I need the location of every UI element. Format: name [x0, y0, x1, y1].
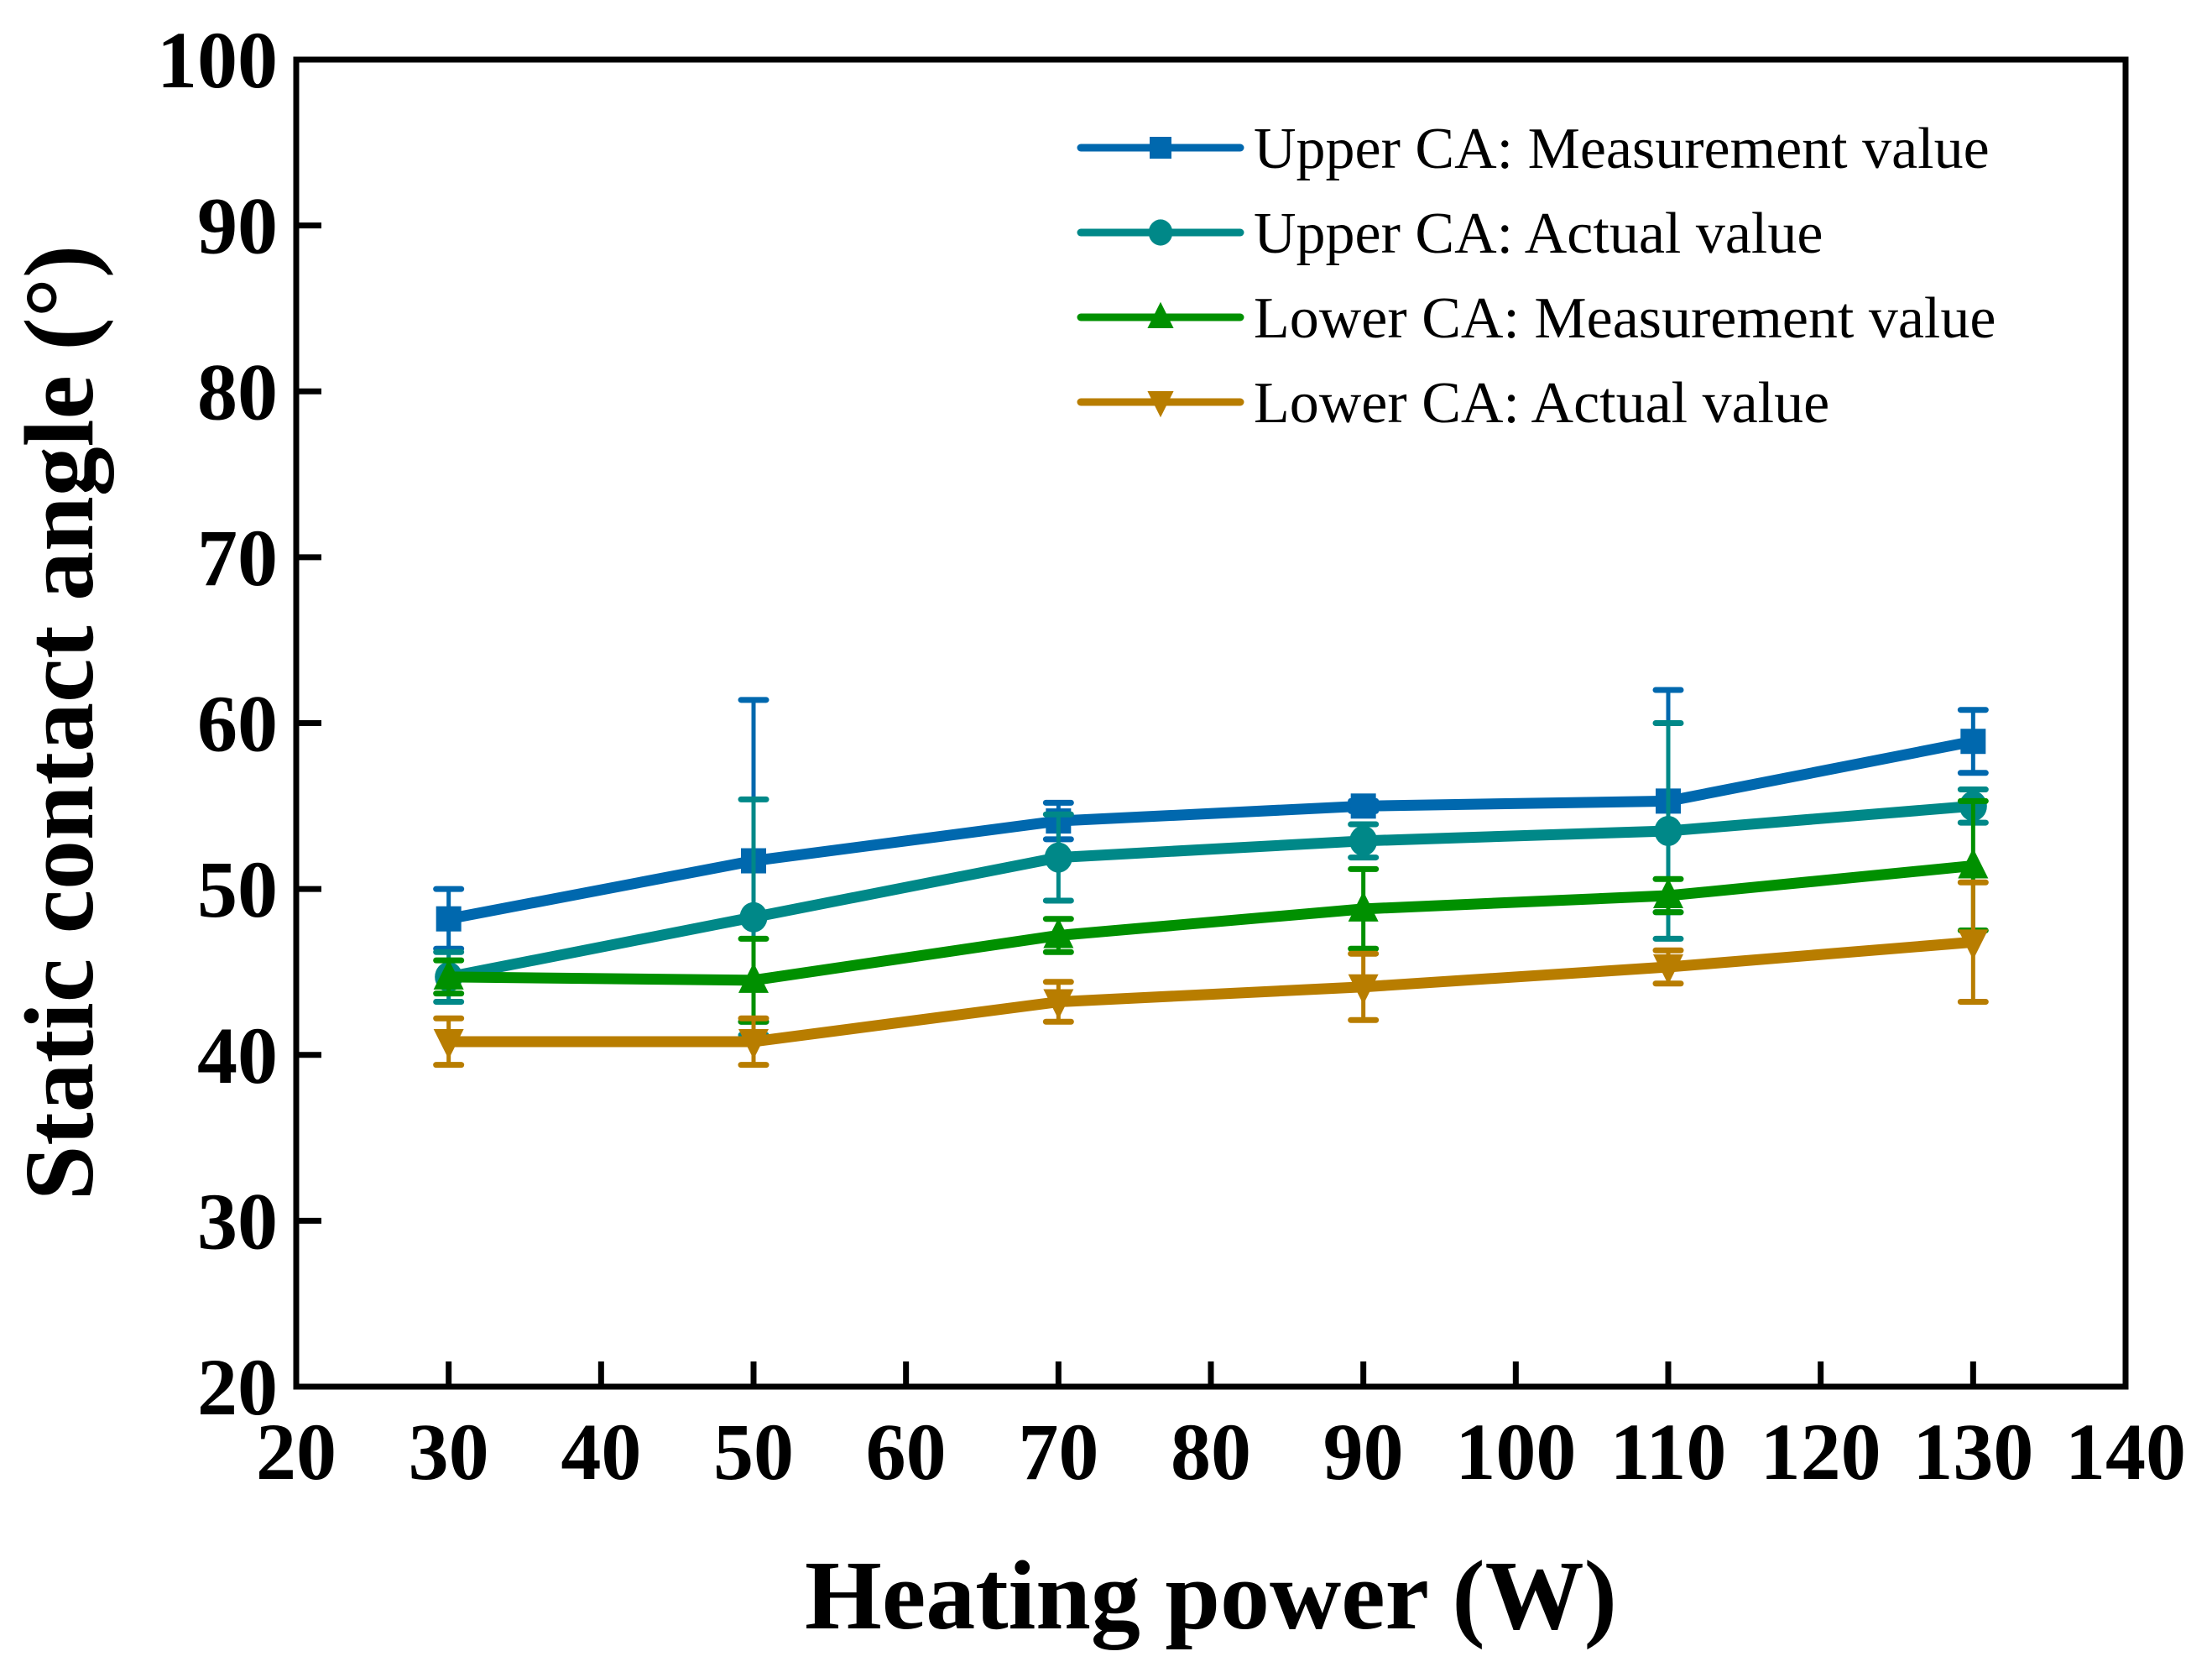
series-line — [443, 936, 1979, 1048]
series-triangle-down — [433, 879, 1989, 1069]
axis-ticks: 20 30 40 50 60 70 80 90 100 110 120 130 140 20 30 40 50 6… — [157, 15, 2186, 1497]
y-tick-label: 90 — [197, 181, 278, 271]
triangle-up-marker — [1147, 301, 1174, 328]
legend-label: Upper CA: Actual value — [1254, 201, 1823, 266]
legend-item: Lower CA: Actual value — [1077, 371, 1829, 436]
legend-item: Lower CA: Measurement value — [1077, 286, 1995, 351]
x-tick-label: 50 — [713, 1407, 794, 1497]
x-tick-label: 120 — [1761, 1407, 1881, 1497]
series-triangle-up — [433, 797, 1989, 1025]
x-tick-label: 80 — [1171, 1407, 1251, 1497]
legend-label: Lower CA: Measurement value — [1254, 286, 1995, 351]
triangle-down-marker — [1653, 954, 1683, 985]
triangle-down-marker — [1147, 391, 1174, 418]
triangle-up-marker — [1348, 891, 1379, 922]
x-tick-label: 60 — [866, 1407, 947, 1497]
x-tick-label: 140 — [2065, 1407, 2186, 1497]
square-marker — [1150, 137, 1171, 159]
series-layer — [433, 687, 1989, 1069]
y-tick-label: 100 — [157, 15, 278, 105]
y-tick-label: 30 — [197, 1176, 278, 1266]
square-marker — [1960, 729, 1986, 755]
legend-label: Lower CA: Actual value — [1254, 371, 1829, 436]
x-tick-label: 30 — [409, 1407, 489, 1497]
y-tick-label: 40 — [197, 1011, 278, 1100]
series-square — [433, 687, 1989, 1025]
triangle-up-marker — [1043, 917, 1074, 948]
circle-marker — [1349, 825, 1378, 856]
legend-label: Upper CA: Measurement value — [1254, 117, 1990, 181]
triangle-down-marker — [1348, 974, 1379, 1005]
y-tick-label: 50 — [197, 844, 278, 934]
x-tick-label: 40 — [561, 1407, 641, 1497]
triangle-up-marker — [1653, 878, 1683, 909]
x-tick-label: 110 — [1610, 1407, 1727, 1497]
y-tick-label: 70 — [197, 513, 278, 603]
square-marker — [1350, 793, 1376, 819]
legend: Upper CA: Measurement value Upper CA: Act… — [1077, 117, 1995, 436]
circle-marker — [1148, 219, 1173, 246]
triangle-up-marker — [1958, 848, 1989, 879]
x-tick-label: 70 — [1018, 1407, 1098, 1497]
circle-marker — [739, 901, 768, 933]
circle-marker — [1654, 815, 1682, 846]
legend-item: Upper CA: Measurement value — [1077, 117, 1990, 181]
y-tick-label: 20 — [197, 1342, 278, 1432]
x-axis-title: Heating power (W) — [805, 1540, 1617, 1650]
triangle-up-marker — [738, 962, 769, 993]
triangle-down-marker — [738, 1028, 769, 1059]
x-tick-label: 90 — [1323, 1407, 1404, 1497]
plot-frame — [293, 56, 2129, 1390]
y-tick-label: 60 — [197, 679, 278, 769]
series-line — [443, 860, 1979, 986]
triangle-down-marker — [1043, 989, 1074, 1020]
y-tick-label: 80 — [197, 347, 278, 436]
triangle-down-marker — [433, 1028, 464, 1059]
x-tick-label: 100 — [1455, 1407, 1576, 1497]
triangle-up-marker — [433, 959, 464, 990]
y-axis-title: Static contact angle (°) — [4, 245, 114, 1200]
x-tick-label: 130 — [1912, 1407, 2033, 1497]
series-line — [443, 735, 1979, 925]
series-line — [443, 800, 1979, 983]
triangle-down-marker — [1958, 929, 1989, 960]
square-marker — [436, 906, 462, 932]
circle-marker — [1044, 842, 1072, 873]
x-tick-label: 20 — [256, 1407, 336, 1497]
legend-item: Upper CA: Actual value — [1077, 201, 1823, 266]
